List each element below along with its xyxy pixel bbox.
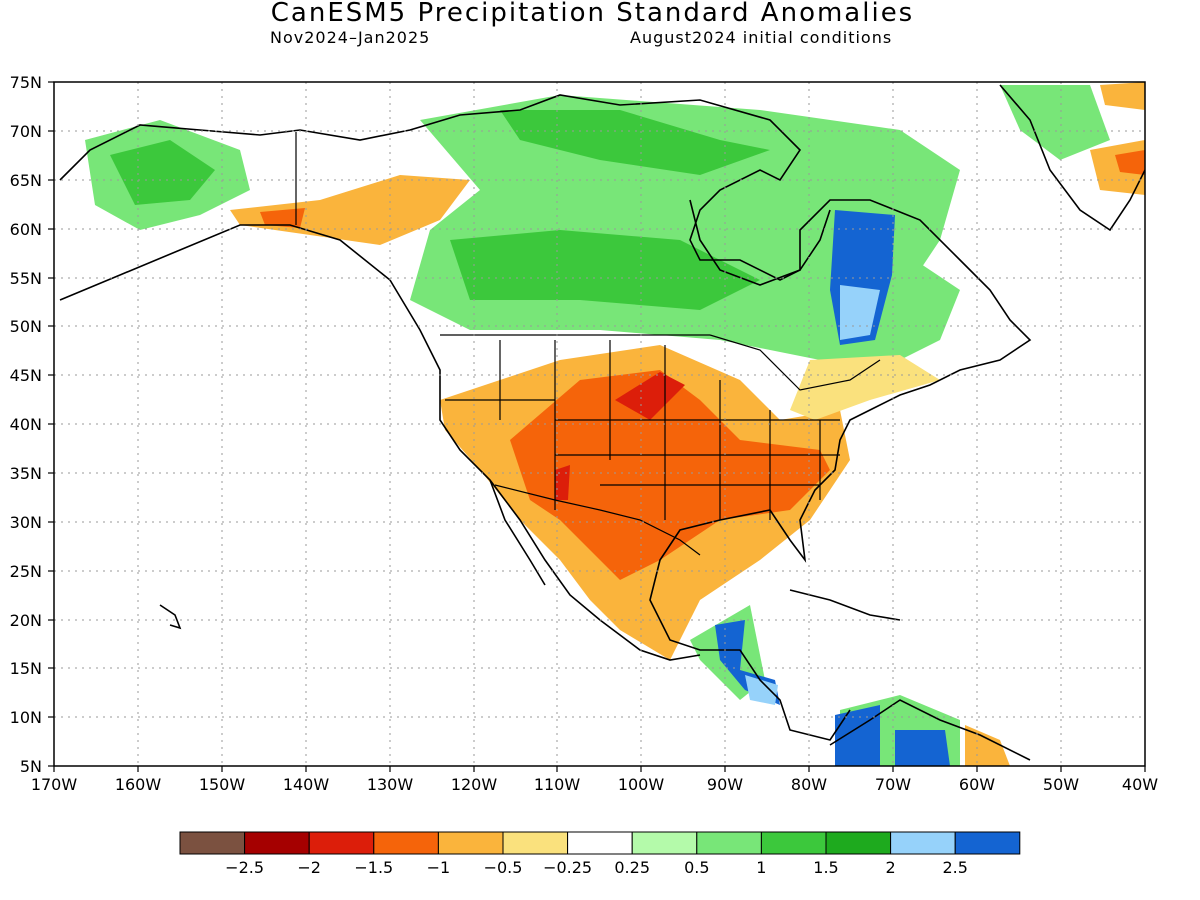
lon-label: 150W — [199, 775, 246, 794]
lat-label: 65N — [10, 171, 42, 190]
colorbar-label: −0.25 — [543, 858, 592, 877]
dry-region-gulf-alaska — [230, 175, 470, 245]
colorbar-swatch — [244, 831, 310, 855]
lon-label: 70W — [875, 775, 911, 794]
lon-label: 40W — [1122, 775, 1158, 794]
colorbar-label: 0.25 — [614, 858, 650, 877]
coastline-baja — [489, 479, 546, 586]
longitude-labels: 170W 160W 150W 140W 130W 120W 110W 100W … — [31, 775, 1158, 794]
colorbar-label: 1 — [756, 858, 766, 877]
forecast-period: Nov2024–Jan2025 — [270, 28, 431, 47]
colorbar-swatch — [954, 831, 1021, 855]
extreme-wet-quebec-light — [840, 285, 880, 340]
colorbar-label: 2.5 — [942, 858, 967, 877]
colorbar-swatch — [502, 831, 569, 855]
colorbar-swatch — [825, 831, 892, 855]
coastline-greenland — [999, 84, 1145, 232]
coastline-north-america — [59, 94, 1032, 741]
colorbar-swatch — [437, 831, 504, 855]
lon-label: 110W — [534, 775, 581, 794]
dry-region-gulf-alaska-core — [260, 208, 305, 228]
colorbar-labels: −2.5 −2 −1.5 −1 −0.5 −0.25 0.25 0.5 1 1.5 2 2.5 — [225, 858, 968, 877]
lat-label: 40N — [10, 415, 42, 434]
lat-label: 30N — [10, 513, 42, 532]
boundaries — [295, 132, 881, 556]
colorbar-swatch — [890, 831, 956, 855]
lat-label: 45N — [10, 366, 42, 385]
border-us-canada-east — [709, 334, 881, 391]
colorbar-swatch — [696, 831, 762, 855]
lat-label: 75N — [10, 73, 42, 92]
lat-label: 70N — [10, 122, 42, 141]
lat-label: 15N — [10, 659, 42, 678]
graticule — [54, 82, 1145, 766]
lat-label: 55N — [10, 269, 42, 288]
coastline-cuba — [789, 589, 901, 621]
colorbar-label: −0.5 — [484, 858, 523, 877]
lat-label: 10N — [10, 708, 42, 727]
colorbar-label: 0.5 — [684, 858, 709, 877]
lon-label: 80W — [791, 775, 827, 794]
colorbar-swatch — [760, 831, 827, 855]
lon-label: 140W — [283, 775, 330, 794]
extreme-dry-plains — [615, 372, 685, 420]
colorbar-label: 1.5 — [813, 858, 838, 877]
extreme-dry-southwest — [555, 465, 570, 500]
colorbar-swatch — [631, 831, 698, 855]
lon-label: 160W — [115, 775, 162, 794]
colorbar-label: 2 — [886, 858, 896, 877]
lon-label: 50W — [1043, 775, 1079, 794]
lon-label: 130W — [367, 775, 414, 794]
lat-label: 35N — [10, 464, 42, 483]
colorbar-swatch — [373, 831, 439, 855]
colorbar-swatch — [308, 831, 375, 855]
dry-region-greenland-core — [1115, 150, 1145, 175]
extreme-wet-venezuela — [895, 730, 950, 766]
dry-region-northeast — [790, 355, 940, 420]
lat-label: 5N — [20, 757, 42, 776]
coastline-hudson-bay — [689, 199, 831, 286]
wet-region-greenland — [1000, 85, 1110, 160]
initial-conditions: August2024 initial conditions — [630, 28, 893, 47]
colorbar-label: −1.5 — [354, 858, 393, 877]
dry-region-guiana — [965, 725, 1010, 766]
lon-label: 90W — [707, 775, 743, 794]
colorbar-label: −2 — [297, 858, 321, 877]
colorbar-swatch — [567, 831, 633, 855]
colorbar-label: −1 — [427, 858, 451, 877]
lon-label: 60W — [959, 775, 995, 794]
extreme-wet-colombia — [835, 705, 880, 766]
colorbar-label: −2.5 — [225, 858, 264, 877]
lon-label: 120W — [451, 775, 498, 794]
wet-region-alaska-core — [110, 140, 215, 205]
us-state-lines — [445, 340, 840, 520]
dry-region-greenland-north — [1100, 82, 1145, 110]
lat-label: 50N — [10, 317, 42, 336]
border-us-mexico — [494, 484, 701, 556]
lon-label: 100W — [618, 775, 665, 794]
wet-region-canada-core — [450, 230, 760, 310]
lat-label: 20N — [10, 611, 42, 630]
anomaly-shading — [85, 82, 1145, 766]
colorbar-swatch — [179, 831, 246, 855]
axis-ticks — [48, 81, 1146, 772]
lon-label: 170W — [31, 775, 78, 794]
lat-label: 60N — [10, 220, 42, 239]
wet-region-arctic — [500, 110, 770, 175]
lat-label: 25N — [10, 562, 42, 581]
dry-region-southern-us — [510, 370, 830, 580]
extreme-wet-central-america-light — [745, 675, 778, 705]
coastline-south-america — [829, 699, 1031, 761]
latitude-labels: 75N 70N 65N 60N 55N 50N 45N 40N 35N 30N … — [10, 73, 42, 776]
map-title: CanESM5 Precipitation Standard Anomalies — [270, 0, 915, 28]
colorbar — [179, 831, 1021, 855]
coastline-hawaii — [159, 604, 182, 630]
